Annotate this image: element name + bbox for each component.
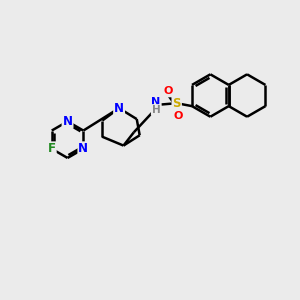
Text: F: F bbox=[48, 142, 56, 155]
Text: N: N bbox=[152, 97, 161, 107]
Text: O: O bbox=[173, 110, 183, 121]
Text: O: O bbox=[164, 86, 173, 96]
Text: N: N bbox=[63, 115, 73, 128]
Text: S: S bbox=[172, 97, 181, 110]
Text: H: H bbox=[152, 105, 161, 115]
Text: N: N bbox=[114, 102, 124, 115]
Text: N: N bbox=[78, 142, 88, 155]
